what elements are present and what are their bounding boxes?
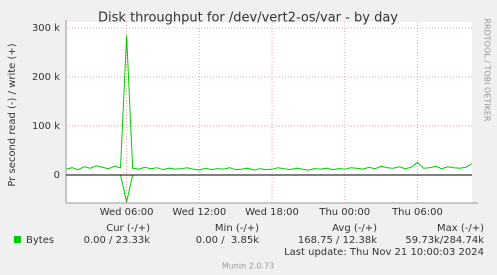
- legend-swatch: [14, 236, 21, 243]
- last-update: Last update: Thu Nov 21 10:00:03 2024: [284, 247, 484, 258]
- legend-header: Avg (-/+): [332, 223, 377, 234]
- y-tick-label: 0: [54, 170, 60, 181]
- plot-area: [66, 22, 472, 203]
- legend-header: Min (-/+): [215, 223, 259, 234]
- x-tick-label: Wed 12:00: [172, 207, 226, 218]
- y-tick-label: 300 k: [32, 23, 60, 34]
- legend-value: 59.73k/284.74k: [405, 235, 484, 246]
- y-tick-label: 200 k: [32, 72, 60, 83]
- x-tick-label: Thu 00:00: [318, 207, 370, 218]
- footer: Munin 2.0.73: [222, 262, 274, 271]
- chart-title: Disk throughput for /dev/vert2-os/var - …: [98, 11, 398, 26]
- legend-header: Max (-/+): [437, 223, 484, 234]
- legend-value: 0.00 / 3.85k: [196, 235, 259, 246]
- data-line: [65, 35, 473, 171]
- side-label: RRDTOOL / TOBI OETIKER: [483, 18, 492, 121]
- legend-label: Bytes: [26, 235, 54, 246]
- y-tick-label: 100 k: [32, 121, 60, 132]
- x-tick-label: Wed 06:00: [100, 207, 154, 218]
- x-tick-label: Wed 18:00: [245, 207, 299, 218]
- legend-header: Cur (-/+): [106, 223, 150, 234]
- legend-value: 0.00 / 23.33k: [84, 235, 151, 246]
- y-axis-label: Pr second read (-) / write (+): [7, 43, 18, 186]
- legend-value: 168.75 / 12.38k: [298, 235, 377, 246]
- x-tick-label: Thu 06:00: [391, 207, 443, 218]
